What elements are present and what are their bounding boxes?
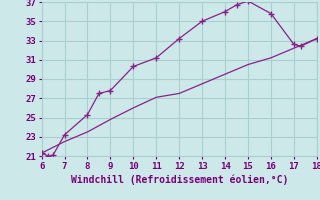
- X-axis label: Windchill (Refroidissement éolien,°C): Windchill (Refroidissement éolien,°C): [70, 175, 288, 185]
